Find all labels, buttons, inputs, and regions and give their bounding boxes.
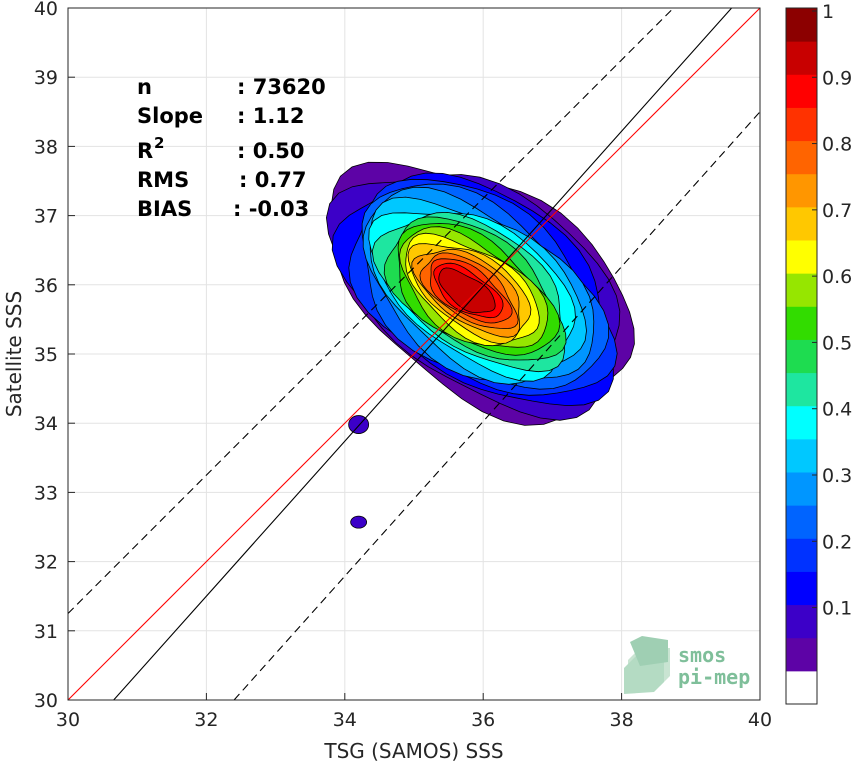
colorbar-tick-label: 0.1 xyxy=(822,598,852,620)
colorbar-segment xyxy=(786,240,817,274)
colorbar-segment xyxy=(786,140,817,175)
colorbar-tick-label: 0.6 xyxy=(822,266,852,288)
stat-slope-value: : 1.12 xyxy=(237,104,305,128)
colorbar-segment xyxy=(786,339,817,374)
colorbar-segment xyxy=(786,670,817,705)
colorbar-segment xyxy=(786,107,817,142)
y-axis-ticks: 30 31 32 33 34 35 36 37 38 39 40 xyxy=(34,0,75,712)
reference-lines xyxy=(68,8,760,700)
y-tick-label: 37 xyxy=(34,206,58,228)
colorbar-segment xyxy=(786,438,817,473)
stat-r2-value: : 0.50 xyxy=(237,139,305,163)
y-tick-label: 30 xyxy=(34,690,58,712)
colorbar-tick-label: 0.9 xyxy=(822,67,852,89)
colorbar-tick-label: 0.2 xyxy=(822,531,852,553)
colorbar-tick-label: 0.4 xyxy=(822,399,852,421)
colorbar-segment xyxy=(786,505,817,539)
colorbar-segment xyxy=(786,637,817,672)
stat-n-value: : 73620 xyxy=(237,75,326,99)
colorbar-segment xyxy=(786,472,817,506)
colorbar-tick-label: 0.5 xyxy=(822,332,852,354)
stat-bias-label: BIAS xyxy=(137,197,192,221)
y-tick-label: 38 xyxy=(34,136,58,158)
colorbar-tick-label: 0.7 xyxy=(822,200,852,222)
y-tick-label: 39 xyxy=(34,67,58,89)
stat-slope-label: Slope xyxy=(137,104,203,128)
logo-layers-icon xyxy=(624,636,670,694)
x-axis-ticks: 30 32 34 36 38 40 xyxy=(56,693,772,731)
y-tick-label: 31 xyxy=(34,621,58,643)
colorbar xyxy=(786,8,817,705)
smos-pi-mep-logo: smos pi-mep xyxy=(624,636,750,694)
x-tick-label: 36 xyxy=(471,709,495,731)
x-tick-label: 32 xyxy=(194,709,218,731)
colorbar-segment xyxy=(786,273,817,307)
y-tick-label: 36 xyxy=(34,275,58,297)
logo-line1: smos xyxy=(678,643,726,667)
stat-rms-value: : 0.77 xyxy=(239,168,307,192)
colorbar-tick-label: 0.8 xyxy=(822,134,852,156)
stat-rms-label: RMS xyxy=(137,168,189,192)
stat-bias-value: : -0.03 xyxy=(233,197,309,221)
stat-r2-superscript: 2 xyxy=(154,134,164,152)
lower-bound-line xyxy=(233,111,760,700)
stat-n-label: n xyxy=(137,75,152,99)
stats-box: n : 73620 Slope : 1.12 R 2 : 0.50 RMS : … xyxy=(137,75,326,221)
x-tick-label: 40 xyxy=(748,709,772,731)
stat-r2-label: R xyxy=(137,139,153,163)
x-axis-title: TSG (SAMOS) SSS xyxy=(323,739,503,763)
identity-line xyxy=(68,8,760,700)
logo-line2: pi-mep xyxy=(678,665,750,689)
regression-line xyxy=(113,8,733,700)
colorbar-segment xyxy=(786,372,817,407)
colorbar-segment xyxy=(786,173,817,208)
colorbar-segment xyxy=(786,538,817,572)
colorbar-tick-label: 1 xyxy=(822,1,834,23)
colorbar-tick-label: 0.3 xyxy=(822,465,852,487)
contour-level xyxy=(438,267,496,314)
colorbar-segment xyxy=(786,74,817,108)
y-axis-title: Satellite SSS xyxy=(2,291,26,417)
colorbar-segment xyxy=(786,41,817,75)
colorbar-segment xyxy=(786,206,817,241)
colorbar-frame xyxy=(785,7,818,705)
colorbar-ticks: 0.1 0.2 0.3 0.4 0.5 0.6 0.7 0.8 0.9 1 xyxy=(812,1,852,620)
y-tick-label: 34 xyxy=(34,413,58,435)
y-tick-label: 32 xyxy=(34,552,58,574)
x-tick-label: 30 xyxy=(56,709,80,731)
y-tick-label: 33 xyxy=(34,482,58,504)
x-tick-label: 34 xyxy=(333,709,357,731)
colorbar-segment xyxy=(786,571,817,606)
colorbar-segment xyxy=(786,306,817,340)
colorbar-segment xyxy=(786,405,817,440)
outlier-blob xyxy=(350,515,368,529)
colorbar-segment xyxy=(786,604,817,639)
x-tick-label: 38 xyxy=(610,709,634,731)
y-tick-label: 35 xyxy=(34,344,58,366)
y-tick-label: 40 xyxy=(34,0,58,20)
colorbar-segment xyxy=(786,8,817,42)
